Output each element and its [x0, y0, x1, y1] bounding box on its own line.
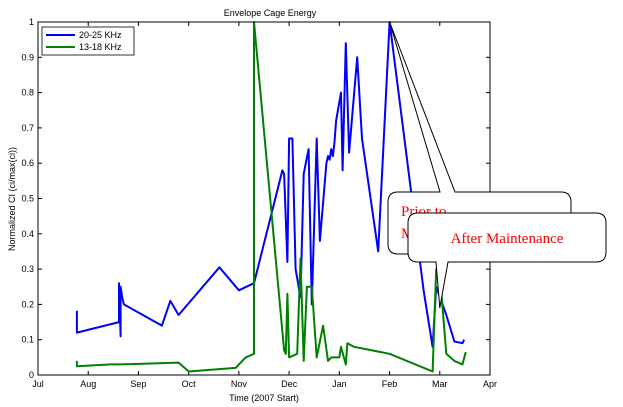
callout-text-after: After Maintenance: [451, 231, 564, 247]
y-tick-label: 0.7: [21, 123, 34, 133]
y-tick-label: 1: [29, 17, 34, 27]
series-layer: [75, 21, 467, 373]
y-tick-label: 0.9: [21, 52, 34, 62]
legend-box: [41, 26, 135, 56]
y-tick-label: 0.5: [21, 194, 34, 204]
x-tick-label: Apr: [483, 379, 497, 389]
y-tick-label: 0.1: [21, 335, 34, 345]
x-tick-label: Nov: [231, 379, 248, 389]
series-line-0: [75, 21, 466, 348]
x-tick-label: Jan: [332, 379, 347, 389]
x-tick-label: Aug: [80, 379, 96, 389]
y-tick-label: 0.6: [21, 158, 34, 168]
legend-label-1: 13-18 KHz: [79, 42, 122, 52]
x-tick-label: Oct: [182, 379, 197, 389]
x-axis-ticks: Jul Aug Sep Oct Nov Dec Jan Feb Mar Apr: [32, 22, 497, 389]
x-tick-label: Sep: [130, 379, 146, 389]
y-tick-label: 0: [29, 370, 34, 380]
y-tick-label: 0.3: [21, 264, 34, 274]
legend: 20-25 KHz 13-18 KHz: [41, 26, 135, 56]
callout-bubble-after: [407, 212, 607, 308]
chart-title: Envelope Cage Energy: [224, 8, 317, 18]
annotation-layer: Prior toMaintenanceAfter Maintenance: [387, 21, 607, 308]
x-tick-label: Dec: [281, 379, 298, 389]
y-tick-label: 0.2: [21, 299, 34, 309]
x-axis-title: Time (2007 Start): [229, 393, 299, 403]
y-axis-ticks: 0 0.1 0.2 0.3 0.4 0.5 0.6 0.7 0.8 0.9 1: [21, 17, 490, 380]
y-tick-label: 0.4: [21, 229, 34, 239]
y-axis-title: Normalized CI (ci/max(ci)): [7, 147, 17, 251]
x-tick-label: Jul: [32, 379, 44, 389]
y-tick-label: 0.8: [21, 88, 34, 98]
legend-label-0: 20-25 KHz: [79, 30, 122, 40]
x-tick-label: Feb: [382, 379, 398, 389]
x-tick-label: Mar: [432, 379, 448, 389]
series-line-1: [75, 21, 467, 373]
